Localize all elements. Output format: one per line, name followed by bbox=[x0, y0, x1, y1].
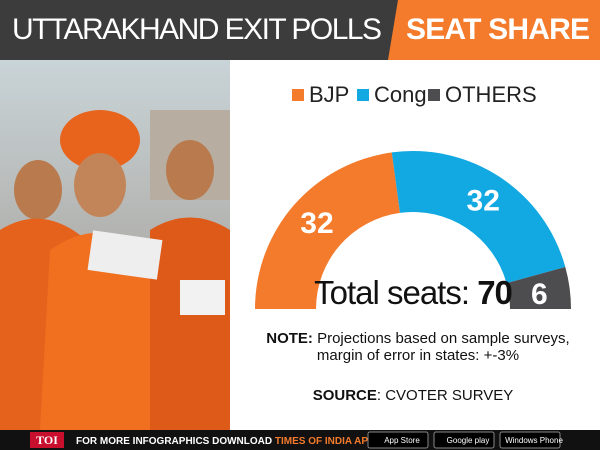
legend-swatch bbox=[357, 89, 369, 101]
note: NOTE: Projections based on sample survey… bbox=[248, 330, 588, 364]
source: SOURCE: CVOTER SURVEY bbox=[313, 387, 514, 404]
badges: App Store Google play Windows Phone bbox=[367, 431, 563, 449]
arc-segment bbox=[255, 152, 400, 309]
legend-swatch bbox=[292, 89, 304, 101]
chart: BJP Cong OTHERS 32 32 6 bbox=[255, 82, 571, 311]
footer-text: FOR MORE INFOGRAPHICS DOWNLOAD TIMES OF … bbox=[76, 436, 375, 447]
note-box: NOTE: Projections based on sample survey… bbox=[248, 330, 588, 364]
store-badge bbox=[499, 431, 561, 449]
header-accent bbox=[388, 0, 600, 60]
total-value: 70 bbox=[477, 274, 512, 311]
source-text: : CVOTER SURVEY bbox=[377, 387, 513, 404]
store-badge bbox=[433, 431, 495, 449]
value-label: 6 bbox=[531, 278, 548, 311]
footer-app: TIMES OF INDIA APP bbox=[275, 436, 375, 447]
note-label: NOTE: bbox=[266, 330, 313, 347]
footer-cta: FOR MORE INFOGRAPHICS DOWNLOAD bbox=[76, 436, 272, 447]
arc-segment bbox=[391, 150, 566, 284]
legend-swatch bbox=[428, 89, 440, 101]
photo bbox=[0, 60, 230, 430]
arc-segment bbox=[506, 266, 571, 309]
store-badge-label: App Store bbox=[384, 436, 420, 445]
store-badge bbox=[367, 431, 429, 449]
store-badge-label: Google play bbox=[447, 436, 490, 445]
title: UTTARAKHAND EXIT POLLS bbox=[12, 13, 382, 46]
total: Total seats: 70 bbox=[314, 274, 512, 311]
brand-box bbox=[30, 432, 64, 448]
brand: TOI bbox=[36, 433, 58, 447]
total-label: Total seats: bbox=[314, 274, 469, 311]
source-label: SOURCE bbox=[313, 387, 377, 404]
legend-label: OTHERS bbox=[445, 82, 537, 107]
value-label: 32 bbox=[467, 185, 500, 218]
legend-label: Cong bbox=[374, 82, 427, 107]
store-badge-label: Windows Phone bbox=[505, 436, 563, 445]
note-text: Projections based on sample surveys, mar… bbox=[316, 330, 570, 364]
subtitle: SEAT SHARE bbox=[406, 13, 590, 46]
value-label: 32 bbox=[300, 207, 333, 240]
legend-label: BJP bbox=[309, 82, 349, 107]
